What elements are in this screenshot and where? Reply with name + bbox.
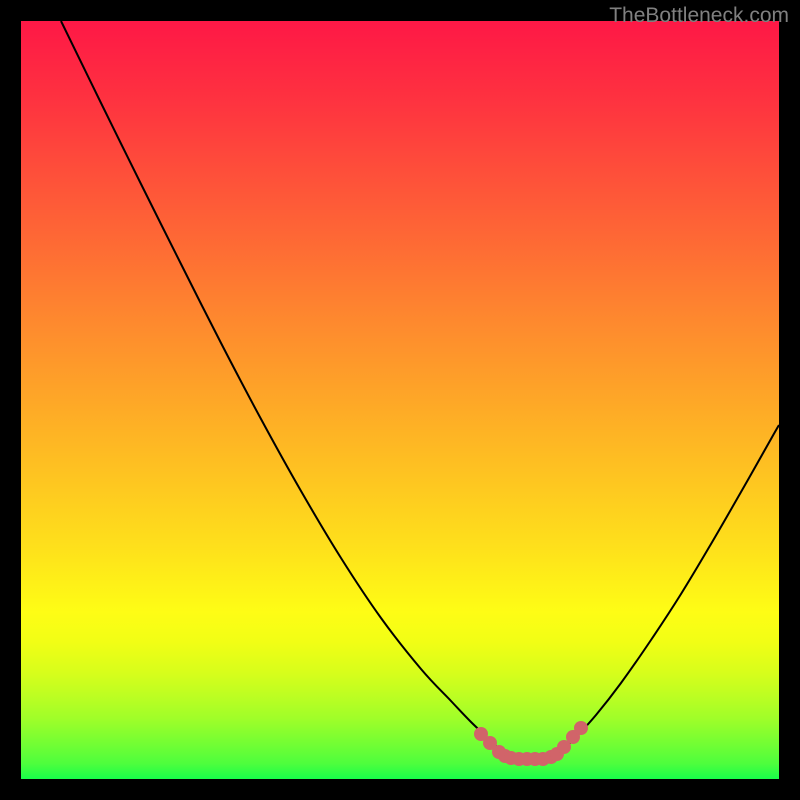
marker-layer — [21, 21, 779, 779]
marker-dot — [574, 721, 588, 735]
plot-area — [21, 21, 779, 779]
chart-container: TheBottleneck.com — [0, 0, 800, 800]
watermark-text: TheBottleneck.com — [609, 4, 789, 28]
